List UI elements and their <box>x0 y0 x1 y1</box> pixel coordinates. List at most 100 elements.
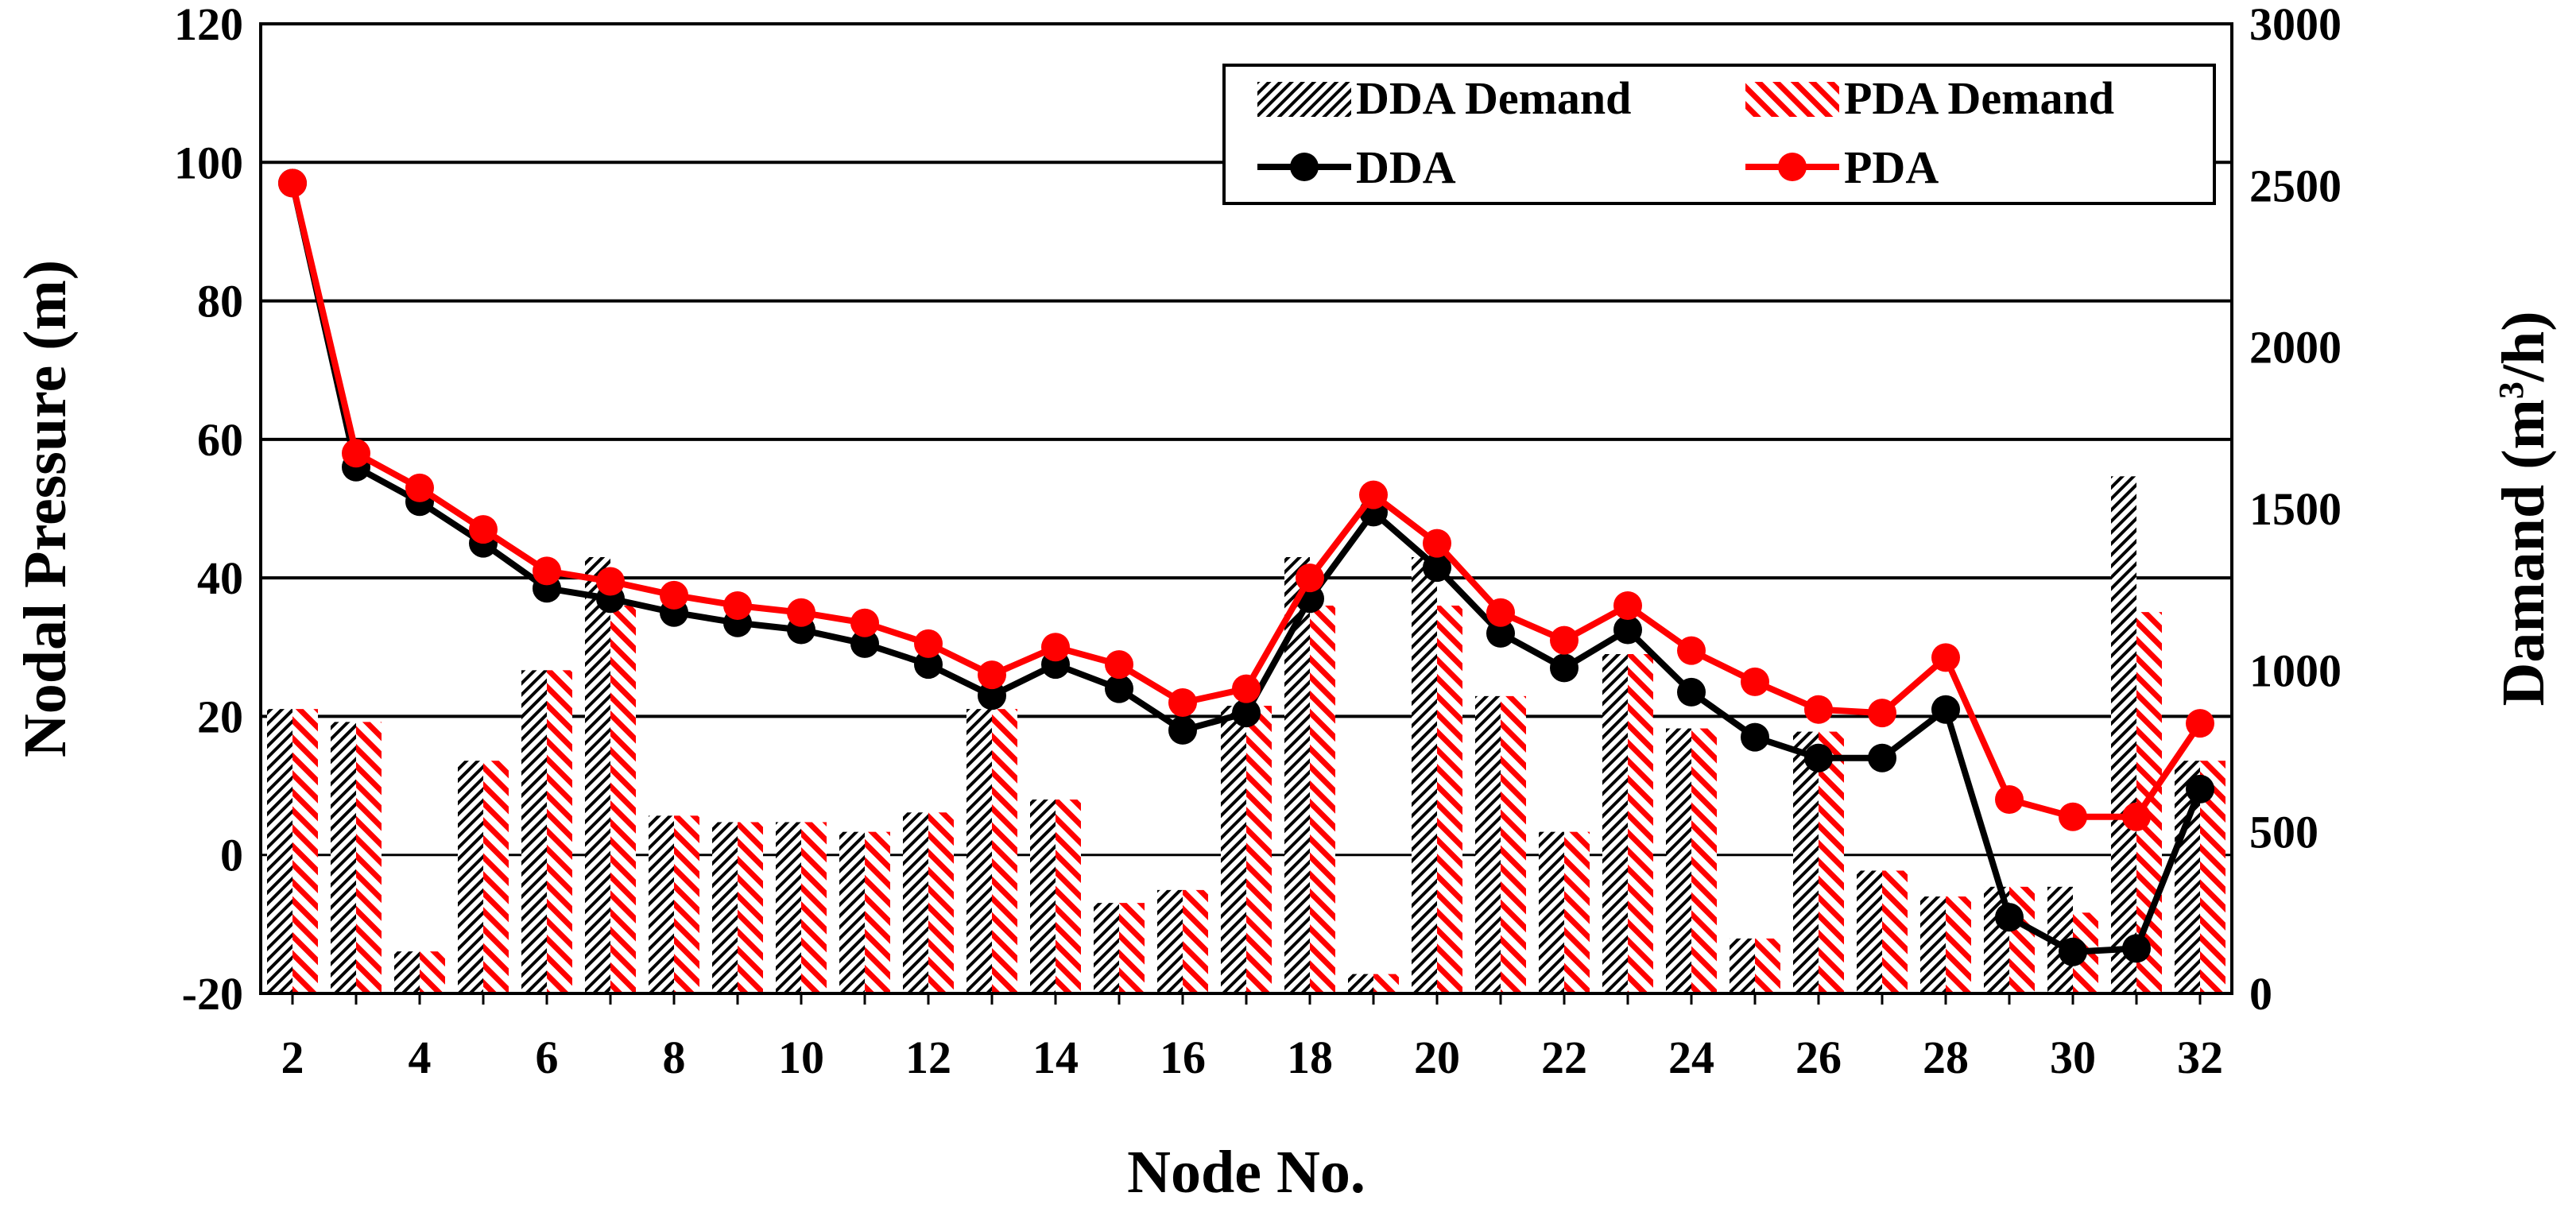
bar-dda-demand <box>267 709 292 993</box>
bar-pda-demand <box>1564 831 1590 993</box>
point-pda <box>850 608 879 637</box>
bar-pda-demand <box>1119 903 1145 993</box>
point-dda <box>1105 674 1133 703</box>
point-pda <box>469 515 498 544</box>
point-dda <box>850 629 879 658</box>
right-y-tick-label: 0 <box>2249 968 2272 1020</box>
bar-dda-demand <box>776 822 801 993</box>
point-dda <box>1232 699 1261 728</box>
right-y-axis-title-sup: 3 <box>2492 381 2531 399</box>
bar-pda-demand <box>292 709 318 993</box>
point-pda <box>2122 802 2151 831</box>
point-pda <box>1550 625 1579 655</box>
bar-dda-demand <box>966 709 992 993</box>
bars-layer <box>267 476 2225 993</box>
point-dda <box>1168 715 1197 745</box>
bar-pda-demand <box>1755 938 1780 993</box>
point-pda <box>1296 563 1324 593</box>
right-y-tick-label: 500 <box>2249 807 2318 858</box>
legend-marker-dda <box>1290 153 1319 181</box>
bar-dda-demand <box>903 812 928 993</box>
bar-pda-demand <box>1946 896 1971 993</box>
bar-dda-demand <box>1730 938 1755 993</box>
bar-pda-demand <box>2009 886 2035 993</box>
bar-pda-demand <box>1691 728 1717 993</box>
bar-dda-demand <box>839 831 865 993</box>
bar-pda-demand <box>1183 889 1208 993</box>
bar-dda-demand <box>1793 731 1819 993</box>
point-dda <box>1613 615 1642 645</box>
left-y-axis-title: Nodal Pressure (m) <box>12 260 79 757</box>
left-y-tick-label: 80 <box>197 276 243 327</box>
x-tick-label: 10 <box>778 1032 824 1083</box>
point-pda <box>1677 636 1706 665</box>
point-pda <box>405 473 434 502</box>
bar-dda-demand <box>2111 476 2136 993</box>
point-pda <box>342 439 370 468</box>
x-tick-label: 24 <box>1668 1032 1714 1083</box>
point-dda <box>2122 934 2151 963</box>
bar-dda-demand <box>521 670 547 993</box>
legend: DDA Demand PDA Demand DDA PDA <box>1222 64 2216 205</box>
point-dda <box>1550 653 1579 683</box>
bar-dda-demand <box>1857 870 1882 993</box>
legend-swatch-dda-demand <box>1257 82 1351 117</box>
point-pda <box>1868 699 1896 728</box>
left-y-tick-label: 40 <box>197 552 243 604</box>
bar-pda-demand <box>420 951 445 993</box>
x-tick-label: 28 <box>1923 1032 1969 1083</box>
bar-pda-demand <box>1310 606 1335 993</box>
x-tick-label: 22 <box>1541 1032 1587 1083</box>
legend-marker-pda <box>1778 153 1807 181</box>
bar-dda-demand <box>458 761 483 993</box>
bar-dda-demand <box>394 951 420 993</box>
x-axis-title: Node No. <box>1127 1139 1365 1206</box>
point-pda <box>2059 802 2087 831</box>
point-pda <box>787 598 815 627</box>
left-y-tick-label: 60 <box>197 414 243 466</box>
left-y-tick-label: -20 <box>182 968 243 1020</box>
legend-swatch-pda-demand <box>1745 82 1839 117</box>
point-pda <box>1995 785 2024 814</box>
point-pda <box>1232 674 1261 703</box>
point-pda <box>978 660 1006 690</box>
point-dda <box>1677 677 1706 707</box>
bar-dda-demand <box>1602 654 1628 993</box>
left-y-tick-label: 120 <box>174 0 243 50</box>
right-y-tick-label: 2000 <box>2249 322 2342 374</box>
bar-pda-demand <box>1056 800 1081 993</box>
point-dda <box>1741 722 1769 752</box>
right-y-axis-title-prefix: Damand (m <box>2490 399 2557 706</box>
x-tick-label: 16 <box>1160 1032 1206 1083</box>
bar-pda-demand <box>1819 731 1844 993</box>
point-dda <box>2186 774 2214 803</box>
bar-dda-demand <box>1475 695 1501 993</box>
lines-layer <box>278 168 2214 966</box>
bar-pda-demand <box>547 670 572 993</box>
point-pda <box>1423 529 1451 558</box>
point-dda <box>914 650 943 680</box>
ticks-layer: -20 0 20 40 60 80 100 120 0 500 1000 1500 2000 2500 30… <box>174 0 2342 1083</box>
point-pda <box>2186 709 2214 738</box>
bar-pda-demand <box>865 831 890 993</box>
x-tick-label: 8 <box>663 1032 686 1083</box>
bar-pda-demand <box>801 822 827 993</box>
bar-dda-demand <box>1094 903 1119 993</box>
right-y-tick-label: 1500 <box>2249 483 2342 535</box>
x-tick-label: 4 <box>409 1032 432 1083</box>
point-dda <box>1423 553 1451 583</box>
bar-pda-demand <box>1373 974 1399 993</box>
right-y-tick-label: 1000 <box>2249 645 2342 696</box>
bar-dda-demand <box>1030 800 1056 993</box>
legend-label-dda-demand: DDA Demand <box>1356 72 1631 124</box>
left-y-tick-label: 100 <box>174 137 243 188</box>
bar-dda-demand <box>1284 557 1310 993</box>
point-pda <box>1486 598 1515 627</box>
bar-dda-demand <box>1920 896 1946 993</box>
x-tick-label: 18 <box>1287 1032 1333 1083</box>
bar-pda-demand <box>1246 706 1272 993</box>
point-pda <box>1613 591 1642 620</box>
bar-dda-demand <box>1157 889 1183 993</box>
bar-pda-demand <box>483 761 509 993</box>
